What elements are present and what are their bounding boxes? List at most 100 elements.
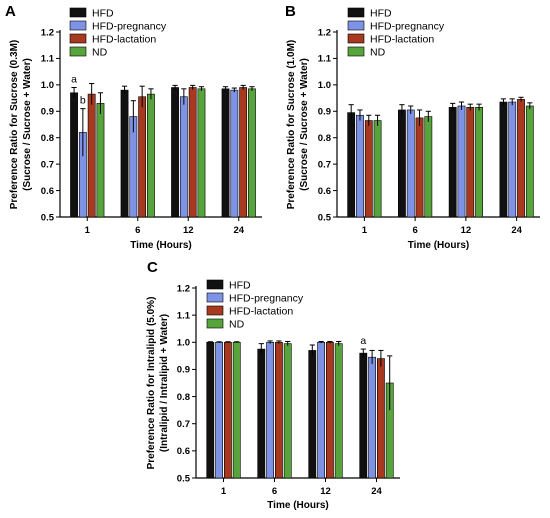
y-tick-label: 1.0 — [41, 80, 54, 91]
y-tick-label: 1.0 — [177, 338, 190, 349]
legend-label: HFD — [229, 280, 251, 292]
x-axis-title: Time (Hours) — [408, 240, 470, 251]
legend-swatch-hfd-pregnancy — [69, 20, 87, 31]
legend-label: HFD-lactation — [370, 34, 434, 46]
legend-swatch-hfd-lactation — [347, 33, 365, 44]
x-tick-label: 6 — [135, 225, 140, 236]
bar-hfd-pregnancy — [230, 89, 239, 218]
y-tick-label: 1.0 — [318, 80, 331, 91]
x-tick-label: 1 — [85, 225, 91, 236]
legend-label: HFD-pregnancy — [370, 21, 445, 33]
legend-swatch-hfd-lactation — [206, 305, 224, 316]
significance-letter: a — [360, 335, 366, 347]
bar-hfd — [120, 89, 129, 218]
bar-hfd-pregnancy — [179, 96, 188, 218]
y-axis-title: (Sucrose / Sucrose + Water) — [22, 58, 33, 191]
x-tick-label: 12 — [183, 225, 194, 236]
x-tick-label: 6 — [272, 486, 277, 497]
y-axis-title: Preference Ratio for Sucrose (0.3M) — [9, 40, 20, 210]
legend-swatch-hfd-pregnancy — [206, 292, 224, 303]
bar-hfd — [359, 352, 368, 479]
x-tick-label: 24 — [371, 486, 382, 497]
panel-letter: A — [5, 3, 16, 20]
bar-hfd — [448, 107, 457, 218]
y-tick-label: 0.8 — [177, 392, 190, 403]
legend-label: ND — [92, 47, 108, 59]
y-tick-label: 0.9 — [318, 107, 331, 118]
y-tick-label: 0.8 — [318, 133, 331, 144]
bar-nd — [475, 107, 483, 218]
bar-hfd-pregnancy — [457, 105, 466, 218]
bar-hfd-lactation — [138, 96, 147, 218]
bar-hfd-lactation — [415, 117, 424, 218]
chart-panel-a: A 0.5 0.6 0.7 0.8 0.9 1.0 1.1 1.2 Preference Rati… — [5, 3, 262, 251]
x-tick-label: 6 — [412, 225, 417, 236]
bar-hfd-lactation — [87, 93, 96, 218]
bar-hfd — [257, 348, 266, 479]
y-tick-label: 0.8 — [41, 133, 54, 144]
bar-hfd-lactation — [188, 87, 197, 218]
bar-hfd-lactation — [376, 358, 385, 479]
bar-hfd — [308, 350, 317, 479]
bar-nd — [197, 88, 206, 218]
legend-swatch-hfd — [206, 279, 224, 290]
bar-hfd-pregnancy — [368, 356, 376, 479]
bar-hfd — [398, 109, 406, 218]
bar-nd — [373, 120, 382, 218]
legend-label: HFD-lactation — [92, 34, 156, 46]
significance-letter: b — [80, 95, 86, 107]
bar-hfd — [206, 341, 215, 479]
x-axis-title: Time (Hours) — [267, 500, 329, 511]
bar-hfd — [70, 92, 78, 218]
y-tick-label: 0.5 — [41, 212, 55, 223]
x-tick-label: 1 — [221, 486, 227, 497]
bar-nd — [334, 343, 343, 479]
y-tick-label: 1.1 — [41, 54, 55, 65]
y-tick-label: 0.7 — [41, 159, 54, 170]
bar-nd — [525, 105, 534, 218]
y-tick-label: 0.7 — [177, 419, 190, 430]
bar-nd — [424, 116, 433, 218]
legend-label: ND — [229, 319, 245, 331]
significance-letter: a — [71, 74, 77, 86]
bar-hfd — [171, 87, 179, 218]
legend-swatch-hfd — [347, 7, 365, 18]
x-tick-label: 24 — [511, 225, 522, 236]
y-tick-label: 0.9 — [177, 365, 190, 376]
legend-swatch-hfd-pregnancy — [347, 20, 365, 31]
x-tick-label: 12 — [320, 486, 331, 497]
legend-swatch-nd — [347, 46, 365, 57]
bar-hfd — [221, 88, 230, 218]
y-tick-label: 1.2 — [41, 27, 54, 38]
y-axis-title: (Intralipid / Intralipid + Water) — [159, 314, 170, 452]
bar-hfd-lactation — [466, 107, 475, 218]
x-tick-label: 12 — [461, 225, 472, 236]
legend-label: ND — [370, 47, 386, 59]
y-tick-label: 1.1 — [318, 54, 332, 65]
y-axis-title: Preference Ratio for Sucrose (1.0M) — [286, 40, 297, 210]
panel-letter: C — [147, 259, 158, 276]
bar-hfd-pregnancy — [356, 114, 364, 218]
y-axis-title: (Sucrose / Sucrose + Water) — [299, 58, 310, 191]
bar-hfd-lactation — [224, 341, 232, 479]
y-tick-label: 0.6 — [41, 186, 54, 197]
bar-hfd-lactation — [517, 99, 525, 218]
bar-hfd-pregnancy — [266, 341, 274, 479]
legend-swatch-nd — [206, 318, 224, 329]
x-axis-title: Time (Hours) — [130, 240, 192, 251]
legend-label: HFD-pregnancy — [229, 293, 304, 305]
legend-swatch-nd — [69, 46, 87, 57]
x-tick-label: 1 — [362, 225, 368, 236]
y-tick-label: 0.6 — [177, 446, 190, 457]
legend-label: HFD-pregnancy — [92, 21, 167, 33]
bar-hfd-pregnancy — [215, 341, 223, 479]
bar-nd — [283, 343, 292, 479]
bar-hfd-lactation — [325, 341, 334, 479]
chart-panel-b: B 0.5 0.6 0.7 0.8 0.9 1.0 1.1 1.2 Preference Rati… — [285, 3, 540, 251]
bar-hfd-lactation — [274, 341, 283, 479]
legend-label: HFD — [92, 8, 114, 20]
bar-hfd-pregnancy — [406, 109, 415, 218]
